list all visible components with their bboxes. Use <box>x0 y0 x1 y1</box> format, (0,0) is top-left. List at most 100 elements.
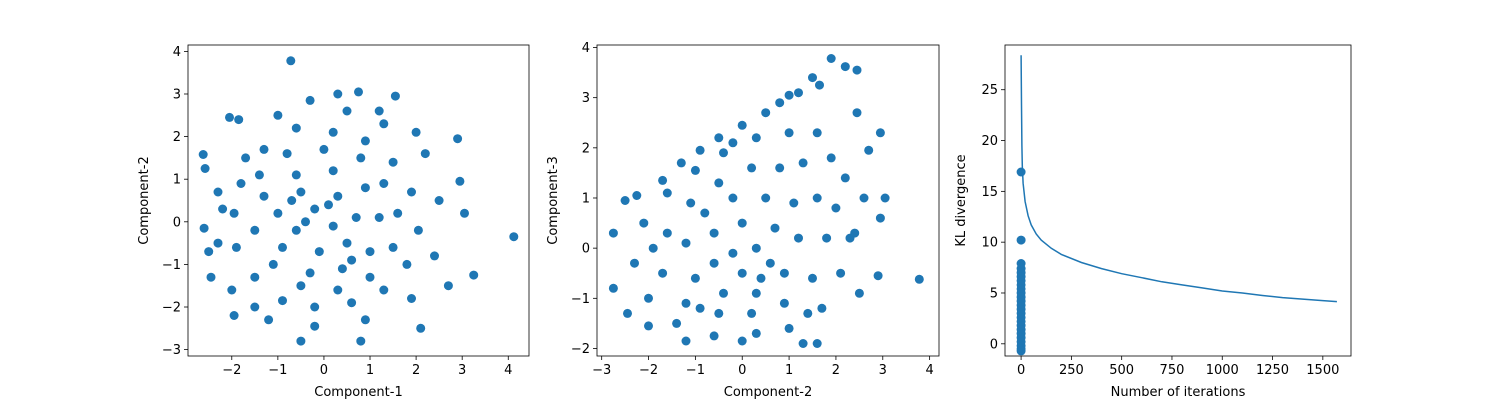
scatter-point <box>310 321 320 331</box>
scatter-point <box>662 228 672 238</box>
y-tick-label: 0 <box>173 215 181 230</box>
x-tick-label: −3 <box>592 363 611 378</box>
scatter-point <box>751 243 761 253</box>
scatter-point <box>672 318 682 328</box>
scatter-point <box>751 133 761 143</box>
scatter-point <box>356 153 366 163</box>
x-tick-label: −2 <box>639 363 658 378</box>
x-axis-label: Component-1 <box>314 385 402 400</box>
scatter-point <box>460 208 469 218</box>
scatter-point <box>784 90 794 100</box>
scatter-point <box>1016 167 1026 177</box>
scatter-point <box>681 298 691 308</box>
scatter-point <box>305 95 315 105</box>
scatter-point <box>779 268 789 278</box>
scatter-point <box>695 145 705 155</box>
scatter-point <box>864 145 874 155</box>
scatter-point <box>676 158 686 168</box>
scatter-point <box>808 273 817 283</box>
y-tick-label: 1 <box>173 173 181 188</box>
scatter-point <box>808 73 817 83</box>
y-tick-label: −3 <box>162 343 181 358</box>
x-axis-label: Number of iterations <box>1111 385 1246 400</box>
scatter-point <box>287 196 297 205</box>
scatter-point <box>803 308 813 318</box>
scatter-point <box>852 108 862 118</box>
y-axis-label: KL divergence <box>954 154 969 246</box>
scatter-point <box>337 264 347 274</box>
scatter-point <box>324 200 333 210</box>
scatter-point <box>765 258 775 268</box>
scatter-point <box>291 170 301 180</box>
y-tick-label: −1 <box>162 258 181 273</box>
x-tick-label: 1 <box>366 363 374 378</box>
scatter-point <box>231 242 241 252</box>
scatter-point <box>379 119 389 129</box>
scatter-point <box>662 188 672 198</box>
x-tick-label: 750 <box>1160 363 1185 378</box>
scatter-point <box>709 258 719 268</box>
scatter-point <box>836 268 846 278</box>
scatter-point <box>455 176 465 186</box>
x-tick-label: 250 <box>1059 363 1084 378</box>
scatter-point <box>714 133 724 143</box>
scatter-point <box>761 108 771 118</box>
x-tick-label: 1250 <box>1256 363 1289 378</box>
scatter-point <box>695 303 705 313</box>
scatter-point <box>1016 346 1026 356</box>
scatter-point <box>278 296 287 306</box>
kl-divergence-line <box>1020 55 1337 303</box>
scatter-point <box>342 106 352 116</box>
scatter-point <box>250 302 260 312</box>
scatter-point <box>880 193 890 203</box>
scatter-point <box>686 198 696 208</box>
scatter-point <box>690 165 700 175</box>
scatter-point <box>328 221 338 231</box>
x-axis-label: Component-2 <box>724 385 812 400</box>
scatter-point <box>273 208 283 218</box>
scatter-point <box>700 208 710 218</box>
y-tick-label: 0 <box>582 242 590 257</box>
x-tick-label: 4 <box>504 363 512 378</box>
scatter-point <box>264 315 274 325</box>
scatter-point <box>291 225 301 235</box>
scatter-point <box>714 178 724 188</box>
scatter-point <box>737 336 747 346</box>
scatter-point <box>198 150 208 159</box>
x-tick-label: 0 <box>1017 363 1025 378</box>
scatter-point <box>200 164 210 173</box>
scatter-point <box>390 91 400 101</box>
y-tick-label: −2 <box>571 342 590 357</box>
scatter-point <box>328 166 338 176</box>
scatter-point <box>719 148 728 158</box>
scatter-point <box>234 115 244 125</box>
scatter-point <box>393 208 403 218</box>
y-tick-label: 3 <box>582 91 590 106</box>
scatter-point <box>319 144 329 154</box>
scatter-point <box>690 273 700 283</box>
scatter-point <box>278 242 287 252</box>
scatter-point <box>388 242 398 252</box>
scatter-point <box>822 233 832 243</box>
scatter-point <box>250 272 260 282</box>
y-axis-label: Component-2 <box>137 156 152 244</box>
y-tick-label: 1 <box>582 191 590 206</box>
scatter-point <box>301 217 310 227</box>
scatter-point <box>333 285 343 295</box>
scatter-point <box>204 247 214 257</box>
scatter-point <box>779 298 789 308</box>
scatter-point <box>826 153 836 163</box>
x-tick-label: 3 <box>458 363 466 378</box>
y-tick-label: 4 <box>173 45 181 60</box>
scatter-point <box>728 193 738 203</box>
x-tick-label: 500 <box>1109 363 1134 378</box>
scatter-point <box>296 336 306 346</box>
scatter-point <box>360 136 370 146</box>
scatter-point <box>756 273 766 283</box>
scatter-point <box>630 258 639 268</box>
scatter-point <box>268 259 278 269</box>
scatter-point <box>681 336 691 346</box>
scatter-point <box>798 158 808 168</box>
scatter-point <box>709 228 719 238</box>
